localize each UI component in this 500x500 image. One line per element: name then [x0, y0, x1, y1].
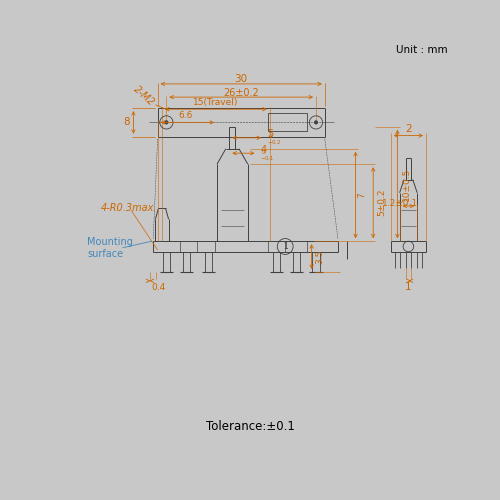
- Text: 26±0.2: 26±0.2: [224, 88, 259, 98]
- Text: 30: 30: [234, 74, 248, 84]
- Text: 4-R0.3max.: 4-R0.3max.: [100, 203, 157, 213]
- Text: 1: 1: [283, 242, 288, 251]
- Text: 8: 8: [124, 118, 130, 128]
- Text: 5: 5: [268, 130, 274, 140]
- Text: 15(Travel): 15(Travel): [193, 98, 238, 107]
- Text: 5±0.2: 5±0.2: [378, 189, 386, 216]
- Text: Mounting
surface: Mounting surface: [87, 237, 133, 258]
- Circle shape: [164, 120, 168, 124]
- Text: 4: 4: [261, 144, 267, 154]
- Text: 3.5: 3.5: [315, 250, 324, 264]
- Text: 1.2±0.1: 1.2±0.1: [382, 200, 418, 208]
- Bar: [268, 114, 307, 132]
- Text: 6.6: 6.6: [178, 112, 192, 120]
- Text: $^{\ 0}_{-0.2}$: $^{\ 0}_{-0.2}$: [266, 132, 281, 148]
- Circle shape: [314, 120, 318, 124]
- Text: 0.4: 0.4: [152, 283, 166, 292]
- Text: 2: 2: [405, 124, 411, 134]
- Text: Unit : mm: Unit : mm: [396, 46, 448, 56]
- Text: Tolerance:±0.1: Tolerance:±0.1: [206, 420, 294, 432]
- Text: 7: 7: [358, 192, 366, 198]
- Text: 10±0.5: 10±0.5: [402, 168, 410, 200]
- Text: 2-M2: 2-M2: [132, 84, 157, 108]
- Text: 1: 1: [405, 282, 411, 292]
- Text: $^{\ 0}_{-0.1}$: $^{\ 0}_{-0.1}$: [260, 148, 274, 163]
